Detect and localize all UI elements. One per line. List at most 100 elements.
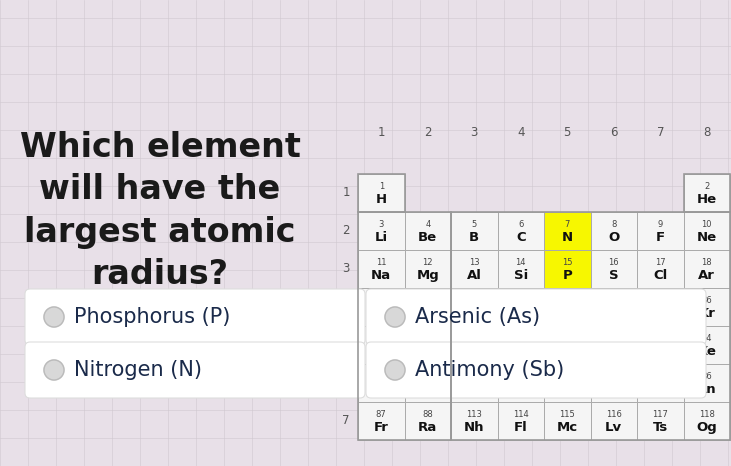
Text: Se: Se <box>605 308 623 320</box>
Text: 2: 2 <box>424 125 431 138</box>
Bar <box>358 212 404 250</box>
Text: 2: 2 <box>704 182 709 191</box>
Text: Ge: Ge <box>511 308 531 320</box>
Text: 16: 16 <box>608 258 619 267</box>
Text: F: F <box>656 231 664 244</box>
Bar <box>637 326 683 364</box>
Text: Which element
will have the
largest atomic
radius?: Which element will have the largest atom… <box>20 131 300 291</box>
Text: Ne: Ne <box>697 231 717 244</box>
Text: O: O <box>608 231 619 244</box>
Bar <box>451 212 730 440</box>
Text: P: P <box>562 269 572 282</box>
Text: 82: 82 <box>515 372 526 381</box>
Bar <box>637 250 683 288</box>
Text: Ca: Ca <box>418 308 437 320</box>
Text: 54: 54 <box>702 334 712 343</box>
Text: C: C <box>516 231 526 244</box>
Bar <box>498 402 544 440</box>
Text: 81: 81 <box>469 372 480 381</box>
Text: 1: 1 <box>377 125 385 138</box>
Bar <box>683 250 730 288</box>
Text: 3: 3 <box>379 220 384 229</box>
Text: Cl: Cl <box>653 269 667 282</box>
Bar <box>358 174 404 212</box>
Bar <box>451 364 498 402</box>
Text: 33: 33 <box>562 296 572 305</box>
Text: Sn: Sn <box>511 345 530 358</box>
Text: 20: 20 <box>423 296 433 305</box>
Circle shape <box>44 307 64 327</box>
Text: S: S <box>609 269 618 282</box>
Text: Ts: Ts <box>653 421 668 434</box>
Text: Lv: Lv <box>605 421 622 434</box>
Bar <box>637 364 683 402</box>
Text: 85: 85 <box>655 372 665 381</box>
Text: 5: 5 <box>471 220 477 229</box>
Bar <box>591 326 637 364</box>
Bar <box>683 364 730 402</box>
Text: Tl: Tl <box>467 384 481 397</box>
Text: Al: Al <box>467 269 482 282</box>
Text: 6: 6 <box>342 377 349 390</box>
Text: 86: 86 <box>701 372 712 381</box>
Text: 5: 5 <box>342 338 349 351</box>
FancyBboxPatch shape <box>25 342 365 398</box>
Bar <box>683 326 730 364</box>
Text: 6: 6 <box>518 220 523 229</box>
Text: 88: 88 <box>423 410 433 419</box>
Bar <box>544 364 591 402</box>
Text: 38: 38 <box>423 334 433 343</box>
Bar <box>498 326 544 364</box>
Text: H: H <box>376 193 387 206</box>
Bar <box>498 212 544 250</box>
Text: Phosphorus (P): Phosphorus (P) <box>74 307 230 327</box>
Bar <box>637 212 683 250</box>
Text: 14: 14 <box>515 258 526 267</box>
Text: 51: 51 <box>562 334 572 343</box>
Bar <box>591 250 637 288</box>
Text: 117: 117 <box>652 410 668 419</box>
Text: 55: 55 <box>376 372 387 381</box>
Bar <box>451 326 498 364</box>
Text: Ar: Ar <box>698 269 715 282</box>
Text: 3: 3 <box>471 125 478 138</box>
Text: 10: 10 <box>702 220 712 229</box>
Text: 1: 1 <box>379 182 384 191</box>
Bar <box>544 288 591 326</box>
Bar <box>451 402 498 440</box>
Text: Rb: Rb <box>371 345 391 358</box>
Bar <box>358 212 451 440</box>
Bar <box>451 212 498 250</box>
Circle shape <box>385 360 405 380</box>
Text: 2: 2 <box>342 225 349 238</box>
Text: K: K <box>376 308 387 320</box>
Text: 36: 36 <box>701 296 712 305</box>
Text: Nitrogen (N): Nitrogen (N) <box>74 360 202 380</box>
FancyBboxPatch shape <box>25 289 365 345</box>
Text: 4: 4 <box>517 125 525 138</box>
Text: B: B <box>469 231 480 244</box>
Text: 4: 4 <box>425 220 431 229</box>
Text: Arsenic (As): Arsenic (As) <box>415 307 540 327</box>
Bar <box>683 174 730 212</box>
Text: 116: 116 <box>606 410 621 419</box>
Text: 32: 32 <box>515 296 526 305</box>
Text: 83: 83 <box>562 372 572 381</box>
Text: Li: Li <box>375 231 388 244</box>
Text: Nh: Nh <box>464 421 485 434</box>
Text: 17: 17 <box>655 258 665 267</box>
Bar <box>683 402 730 440</box>
Bar <box>591 288 637 326</box>
Text: Kr: Kr <box>698 308 715 320</box>
Text: 12: 12 <box>423 258 433 267</box>
Text: 19: 19 <box>376 296 387 305</box>
Text: 4: 4 <box>342 301 349 314</box>
Text: Be: Be <box>418 231 437 244</box>
Text: 8: 8 <box>703 125 711 138</box>
Text: 9: 9 <box>658 220 663 229</box>
Bar <box>637 288 683 326</box>
Bar <box>358 364 404 402</box>
Text: Rn: Rn <box>697 384 716 397</box>
Text: 6: 6 <box>610 125 618 138</box>
FancyBboxPatch shape <box>366 289 706 345</box>
